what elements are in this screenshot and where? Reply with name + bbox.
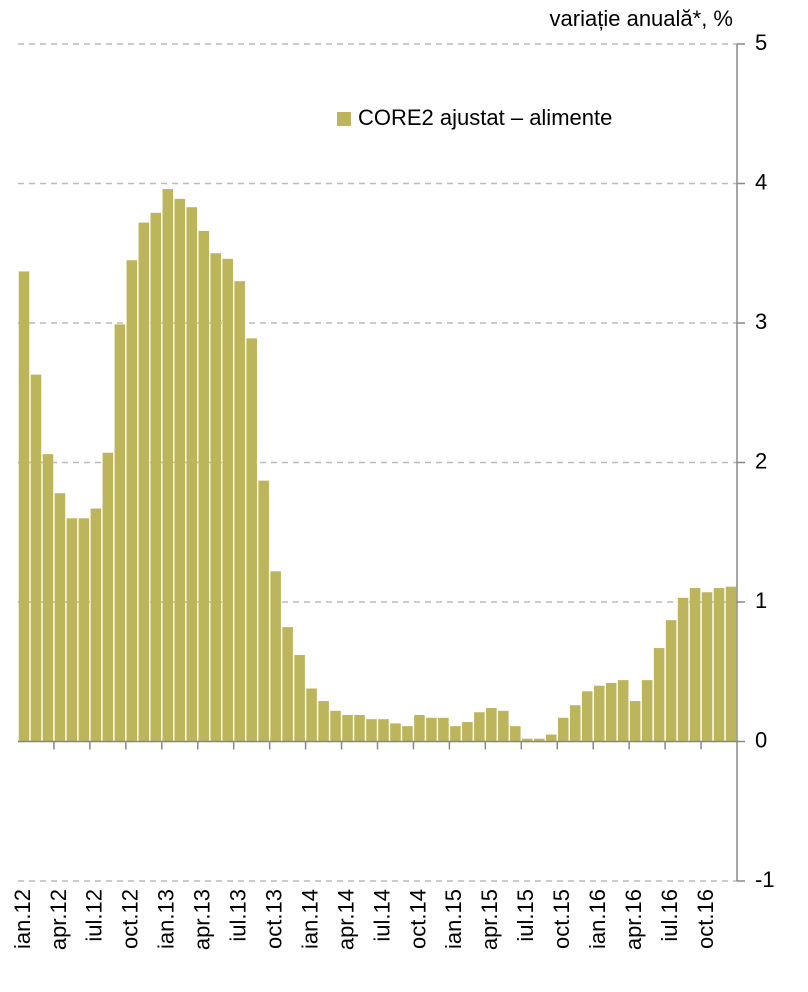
bar	[246, 338, 257, 742]
x-tick-label: iul.13	[226, 889, 251, 942]
y-tick-label: 0	[755, 727, 767, 752]
bar	[414, 714, 425, 742]
bar	[569, 705, 581, 742]
x-tick-label: iul.16	[657, 889, 682, 942]
bar	[653, 648, 665, 742]
bar	[318, 701, 329, 742]
bar	[713, 588, 725, 742]
bar	[30, 374, 42, 742]
bar	[114, 324, 126, 742]
bar	[54, 493, 66, 742]
bar	[617, 680, 629, 742]
bar	[450, 726, 461, 742]
bar	[354, 714, 365, 742]
bar	[186, 207, 198, 742]
bar	[665, 620, 677, 742]
legend-swatch	[337, 112, 351, 126]
x-tick-label: apr.16	[621, 889, 646, 950]
bar	[438, 717, 449, 742]
x-tick-label: apr.13	[190, 889, 215, 950]
bar	[522, 738, 533, 742]
y-tick-label: -1	[755, 867, 775, 892]
legend-label: CORE2 ajustat – alimente	[358, 105, 612, 130]
bar	[306, 688, 317, 742]
bar	[330, 710, 341, 742]
bar	[222, 258, 233, 742]
x-tick-label: iul.15	[513, 889, 538, 942]
bar	[342, 714, 353, 742]
x-tick-label: apr.12	[46, 889, 71, 950]
x-tick-label: ian.12	[10, 889, 35, 949]
bar	[102, 452, 114, 742]
bar	[486, 708, 497, 742]
bar	[534, 738, 545, 742]
bar	[725, 586, 737, 742]
x-tick-label: ian.14	[297, 889, 322, 949]
bar	[366, 719, 377, 742]
bar	[90, 508, 102, 742]
bar	[294, 655, 305, 742]
bar	[174, 198, 186, 742]
bar	[234, 281, 245, 742]
bar	[605, 682, 617, 742]
bar	[426, 717, 437, 742]
bar	[282, 627, 293, 742]
x-tick-label: oct.15	[549, 889, 574, 949]
y-tick-label: 1	[755, 588, 767, 613]
bar	[689, 588, 701, 742]
bar	[641, 680, 653, 742]
bar	[498, 710, 509, 742]
y-tick-label: 4	[755, 169, 767, 194]
bar	[474, 712, 485, 742]
bar	[510, 726, 521, 742]
bar	[210, 253, 221, 742]
bar	[150, 212, 162, 742]
x-tick-label: ian.13	[154, 889, 179, 949]
y-tick-label: 5	[755, 30, 767, 55]
x-tick-label: oct.13	[261, 889, 286, 949]
bar	[581, 691, 593, 742]
bar	[270, 571, 281, 742]
bar	[198, 230, 210, 742]
bar	[557, 717, 569, 742]
bar	[462, 721, 473, 742]
bar	[378, 719, 389, 742]
x-tick-label: oct.12	[118, 889, 143, 949]
y-tick-label: 2	[755, 448, 767, 473]
x-tick-label: oct.16	[693, 889, 718, 949]
bar	[66, 518, 78, 742]
bar	[138, 222, 150, 742]
bar	[18, 271, 30, 742]
y-tick-label: 3	[755, 309, 767, 334]
bar	[593, 685, 605, 742]
bar	[677, 597, 689, 742]
x-tick-label: iul.12	[82, 889, 107, 942]
bar	[701, 592, 713, 742]
x-tick-label: oct.14	[405, 889, 430, 949]
bar	[162, 189, 174, 742]
bar	[126, 260, 138, 742]
x-tick-label: ian.15	[441, 889, 466, 949]
x-tick-label: ian.16	[585, 889, 610, 949]
bar	[42, 454, 54, 742]
bar	[629, 701, 641, 742]
bar	[402, 726, 413, 742]
x-tick-label: apr.15	[477, 889, 502, 950]
x-tick-label: apr.14	[333, 889, 358, 950]
bar	[78, 518, 90, 742]
bar	[545, 734, 557, 742]
x-tick-label: iul.14	[369, 889, 394, 942]
bar	[390, 723, 401, 742]
unit-label: variație anuală*, %	[550, 6, 733, 31]
bar	[258, 480, 269, 742]
